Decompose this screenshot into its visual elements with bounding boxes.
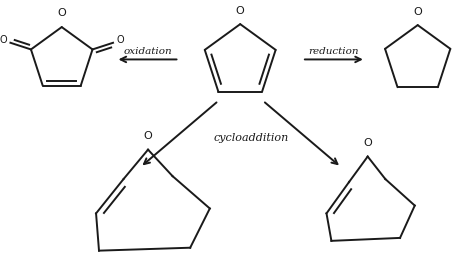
Text: O: O [57, 8, 66, 18]
Text: O: O [236, 6, 245, 16]
Text: oxidation: oxidation [123, 47, 172, 56]
Text: O: O [144, 131, 153, 141]
Text: O: O [117, 35, 124, 45]
Text: O: O [413, 7, 422, 17]
Text: reduction: reduction [309, 47, 359, 56]
Text: O: O [363, 138, 372, 148]
Text: O: O [0, 35, 7, 45]
Text: cycloaddition: cycloaddition [213, 133, 289, 143]
